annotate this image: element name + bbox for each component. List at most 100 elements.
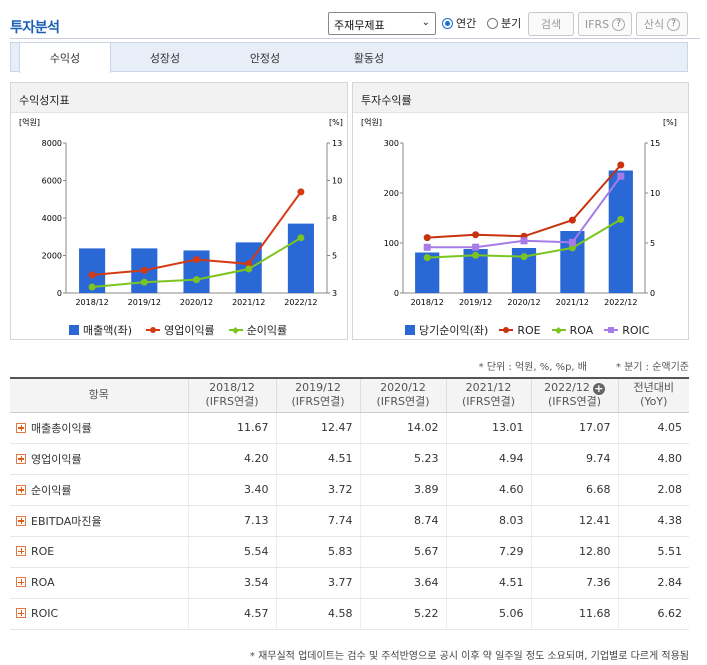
right-tick-label: 8: [332, 214, 337, 223]
formula-help-button[interactable]: 산식 ?: [636, 12, 688, 36]
expand-plus-icon[interactable]: [16, 422, 26, 433]
table-row: 영업이익률 4.20 4.51 5.23 4.94 9.74 4.80: [10, 443, 689, 475]
expand-plus-icon[interactable]: [16, 453, 26, 464]
x-tick-label: 2018/12: [411, 298, 444, 307]
expand-plus-icon[interactable]: [16, 546, 26, 556]
expand-plus-icon[interactable]: [16, 484, 26, 495]
point-marker: [193, 256, 200, 264]
right-tick-label: 10: [332, 177, 342, 186]
left-unit-label: [억원]: [361, 117, 382, 127]
panel-title: 투자수익률: [353, 83, 688, 113]
header-col: 2022/12 + (IFRS연결): [530, 378, 618, 413]
statement-type-value: 주재무제표: [334, 19, 385, 32]
x-tick-label: 2019/12: [128, 298, 161, 307]
row-label: ROA: [31, 576, 55, 589]
row-label-cell[interactable]: EBITDA마진율: [10, 505, 188, 537]
value-cell: 12.41: [530, 505, 618, 537]
profitability-chart: [억원] [%] 8000 6000 4000 2000 0 13 10 8 5 3 2018/…: [19, 117, 343, 307]
value-cell: 2.84: [617, 567, 689, 599]
value-cell: 3.89: [359, 474, 446, 506]
tab-profitability[interactable]: 수익성: [19, 42, 111, 73]
value-cell: 4.94: [445, 443, 531, 475]
value-cell: 6.68: [530, 474, 618, 506]
tab-stability[interactable]: 안정성: [249, 51, 281, 65]
right-tick-label: 15: [650, 139, 660, 148]
value-cell: 2.08: [617, 474, 689, 506]
legend-item: 당기순이익(좌): [405, 322, 488, 338]
quarter-radio-label: 분기: [501, 17, 522, 30]
legend-item: 영업이익률: [146, 322, 215, 338]
header-col: 전년대비 (YoY): [617, 378, 689, 413]
point-marker: [617, 215, 625, 223]
value-cell: 5.22: [359, 598, 446, 630]
page-title: 투자분석: [10, 20, 60, 36]
annual-radio[interactable]: 연간: [442, 13, 476, 33]
right-unit-label: [%]: [663, 118, 677, 127]
point-marker: [140, 278, 148, 286]
point-marker: [568, 238, 576, 246]
table-row: ROIC 4.57 4.58 5.22 5.06 11.68 6.62: [10, 598, 689, 630]
chart-legend: 당기순이익(좌) ROE ROA ROIC: [405, 322, 649, 338]
table-row: 매출총이익률 11.67 12.47 14.02 13.01 17.07 4.05: [10, 412, 689, 444]
unit-note: * 단위 : 억원, %, %p, 배: [478, 362, 587, 373]
expand-plus-icon[interactable]: [16, 515, 26, 526]
left-tick-label: 300: [384, 139, 399, 148]
expand-plus-icon[interactable]: [16, 608, 26, 618]
row-label-cell[interactable]: ROA: [10, 567, 188, 599]
row-label-cell[interactable]: 영업이익률: [10, 443, 188, 475]
row-label-cell[interactable]: ROE: [10, 536, 188, 568]
expand-plus-icon[interactable]: [16, 577, 26, 587]
tab-growth[interactable]: 성장성: [149, 51, 181, 65]
right-tick-label: 13: [332, 139, 342, 148]
legend-item: 순이익률: [228, 322, 287, 338]
left-tick-label: 4000: [42, 214, 62, 223]
value-cell: 3.64: [359, 567, 446, 599]
legend-line-icon: [604, 326, 619, 334]
series-line: [427, 164, 622, 239]
x-tick-label: 2020/12: [507, 298, 540, 307]
row-label-cell[interactable]: 순이익률: [10, 474, 188, 506]
point-marker: [617, 161, 625, 169]
search-button[interactable]: 검색: [528, 12, 574, 36]
row-label-cell[interactable]: 매출총이익률: [10, 412, 188, 444]
value-cell: 4.58: [275, 598, 360, 630]
header-year: 2018/12: [209, 381, 255, 395]
left-tick-label: 6000: [42, 177, 62, 186]
point-marker: [245, 260, 253, 268]
legend-bar-icon: [405, 325, 415, 335]
header-sub: (YoY): [640, 395, 668, 409]
chart-legend: 매출액(좌) 영업이익률 순이익률: [69, 322, 287, 338]
point-marker: [568, 244, 576, 252]
tab-activity[interactable]: 활동성: [353, 51, 385, 65]
legend-item: 매출액(좌): [69, 322, 132, 338]
legend-item: ROE: [499, 322, 541, 338]
row-label-cell[interactable]: ROIC: [10, 598, 188, 630]
bar: [287, 223, 314, 293]
header-col: 2021/12 (IFRS연결): [445, 378, 531, 413]
radio-selected-icon: [442, 17, 453, 29]
header-col: 2020/12 (IFRS연결): [359, 378, 446, 413]
title-divider: [10, 38, 700, 39]
statement-type-select[interactable]: 주재무제표 ⌄: [328, 12, 436, 35]
chevron-down-icon: ⌄: [421, 17, 430, 28]
table-row: ROA 3.54 3.77 3.64 4.51 7.36 2.84: [10, 567, 689, 599]
quarter-radio[interactable]: 분기: [487, 13, 521, 33]
x-tick-label: 2021/12: [232, 298, 265, 307]
point-marker: [297, 234, 305, 242]
point-marker: [472, 243, 480, 251]
value-cell: 7.13: [187, 505, 276, 537]
expand-quarter-icon[interactable]: +: [592, 382, 605, 396]
value-cell: 7.74: [275, 505, 360, 537]
value-cell: 3.77: [275, 567, 360, 599]
value-cell: 5.54: [187, 536, 276, 568]
value-cell: 14.02: [359, 412, 446, 444]
legend-line-icon: [146, 326, 161, 334]
x-tick-label: 2022/12: [284, 298, 317, 307]
legend-line-icon: [551, 326, 566, 334]
value-cell: 3.40: [187, 474, 276, 506]
legend-label: ROIC: [622, 323, 650, 337]
question-icon: ?: [667, 17, 681, 31]
ifrs-help-button[interactable]: IFRS ?: [578, 12, 632, 36]
table-row: 순이익률 3.40 3.72 3.89 4.60 6.68 2.08: [10, 474, 689, 506]
point-marker: [423, 234, 431, 242]
